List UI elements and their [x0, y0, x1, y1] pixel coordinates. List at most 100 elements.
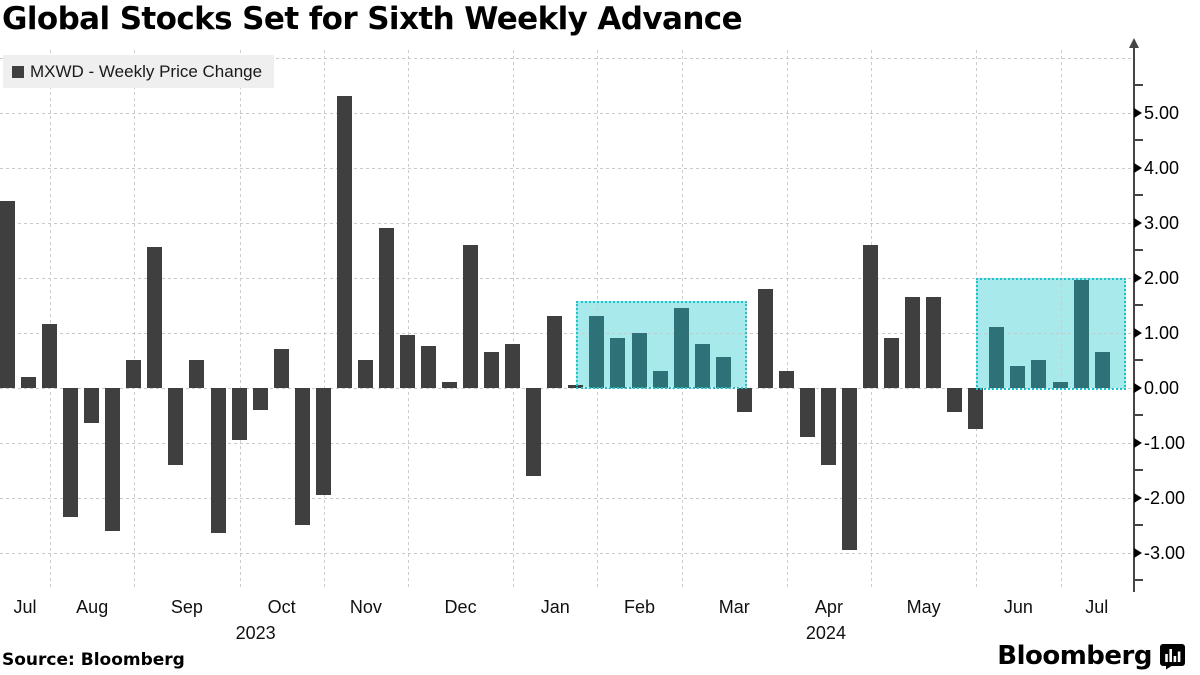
highlight-region-border: [576, 300, 747, 390]
x-month-label: Sep: [170, 597, 203, 617]
h-gridline: [0, 442, 1133, 444]
y-tick-label: 4.00: [1144, 157, 1180, 178]
legend: MXWD - Weekly Price Change: [3, 55, 275, 88]
weekly-price-change-bar: [105, 387, 121, 531]
weekly-price-change-bar: [547, 316, 563, 388]
x-month-label: Mar: [718, 597, 750, 617]
x-year-label: 2023: [235, 623, 276, 643]
weekly-price-change-bar: [421, 346, 436, 388]
y-tick-marker-icon: [1134, 162, 1142, 173]
x-month-label: Nov: [349, 597, 382, 617]
month-gridline: [239, 50, 241, 590]
weekly-price-change-bar: [147, 247, 163, 388]
weekly-price-change-bar: [884, 338, 900, 388]
highlight-region-border: [976, 277, 1126, 390]
weekly-price-change-bar: [294, 387, 310, 525]
weekly-price-change-bar: [1073, 280, 1089, 388]
y-minor-tick: [1134, 249, 1143, 251]
legend-label: MXWD - Weekly Price Change: [30, 61, 263, 81]
h-gridline: [0, 222, 1133, 224]
month-gridline: [407, 50, 409, 590]
x-month-label: Dec: [444, 597, 477, 617]
source-note: Source: Bloomberg: [2, 650, 185, 670]
y-minor-tick: [1134, 414, 1143, 416]
y-tick-label: 0.00: [1144, 377, 1180, 398]
weekly-price-change-bar: [1052, 382, 1068, 388]
weekly-price-change-bar: [926, 296, 942, 388]
bloomberg-wordmark: Bloomberg: [997, 641, 1152, 671]
y-tick-marker-icon: [1134, 272, 1142, 283]
chart-title: Global Stocks Set for Sixth Weekly Advan…: [2, 1, 743, 37]
weekly-price-change-bar: [442, 382, 458, 388]
weekly-price-change-bar: [126, 360, 142, 388]
y-minor-tick: [1134, 579, 1143, 581]
weekly-price-change-bar: [252, 387, 268, 410]
weekly-price-change-bar: [336, 96, 352, 388]
weekly-price-change-bar: [0, 200, 15, 388]
y-minor-tick: [1134, 84, 1143, 86]
weekly-price-change-bar: [1031, 360, 1047, 388]
weekly-price-change-bar: [715, 357, 731, 388]
y-minor-tick: [1134, 524, 1143, 526]
weekly-price-change-bar: [778, 371, 794, 388]
y-minor-tick: [1134, 194, 1143, 196]
y-tick-label: -3.00: [1144, 542, 1186, 563]
weekly-price-change-bar: [210, 387, 226, 534]
h-gridline: [0, 497, 1133, 499]
weekly-price-change-bar: [1094, 351, 1110, 388]
weekly-price-change-bar: [463, 244, 479, 388]
y-tick-label: -2.00: [1144, 487, 1186, 508]
y-tick-label: 5.00: [1144, 102, 1180, 123]
h-gridline: [0, 57, 1133, 59]
y-tick-label: 1.00: [1144, 322, 1180, 343]
weekly-price-change-bar: [757, 288, 773, 388]
x-month-label: May: [906, 597, 941, 617]
weekly-price-change-bar: [526, 387, 542, 476]
y-tick-marker-icon: [1134, 492, 1142, 503]
x-month-label: Jul: [13, 597, 37, 617]
weekly-price-change-bar: [842, 387, 857, 550]
weekly-price-change-bar: [947, 387, 963, 413]
weekly-price-change-bar: [968, 387, 984, 429]
y-minor-tick: [1134, 139, 1143, 141]
y-tick-marker-icon: [1134, 217, 1142, 228]
y-minor-tick: [1134, 304, 1143, 306]
x-month-label: Feb: [623, 597, 656, 617]
weekly-price-change-bar: [673, 307, 689, 388]
weekly-price-change-bar: [905, 296, 921, 388]
x-year-label: 2024: [805, 623, 846, 643]
y-minor-tick: [1134, 469, 1143, 471]
weekly-price-change-bar: [863, 244, 879, 388]
y-axis-arrow-icon: [1129, 38, 1139, 48]
month-gridline: [50, 50, 52, 590]
y-tick-marker-icon: [1134, 382, 1142, 393]
month-gridline: [1060, 50, 1062, 590]
weekly-price-change-bar: [505, 343, 521, 388]
weekly-price-change-bar: [610, 338, 626, 388]
weekly-price-change-bar: [1010, 365, 1026, 388]
weekly-price-change-bar: [989, 327, 1005, 388]
weekly-price-change-bar: [631, 332, 647, 388]
y-tick-label: 2.00: [1144, 267, 1180, 288]
month-gridline: [513, 50, 515, 590]
weekly-price-change-bar: [820, 387, 836, 465]
weekly-price-change-bar: [315, 387, 331, 495]
x-month-label: Jun: [1003, 597, 1033, 617]
x-month-label: Aug: [76, 597, 109, 617]
weekly-price-change-bar: [652, 371, 668, 388]
weekly-price-change-bar: [63, 387, 79, 517]
weekly-price-change-bar: [484, 351, 500, 388]
y-tick-label: 3.00: [1144, 212, 1180, 233]
weekly-price-change-bar: [84, 387, 100, 424]
weekly-price-change-bar: [357, 360, 373, 388]
x-month-label: Oct: [267, 597, 296, 617]
y-tick-marker-icon: [1134, 327, 1142, 338]
weekly-price-change-bar: [273, 349, 289, 388]
h-gridline: [0, 277, 1133, 279]
weekly-price-change-bar: [231, 387, 247, 440]
y-axis-line: [1133, 46, 1135, 592]
weekly-price-change-bar: [589, 316, 605, 388]
weekly-price-change-bar: [694, 343, 710, 388]
